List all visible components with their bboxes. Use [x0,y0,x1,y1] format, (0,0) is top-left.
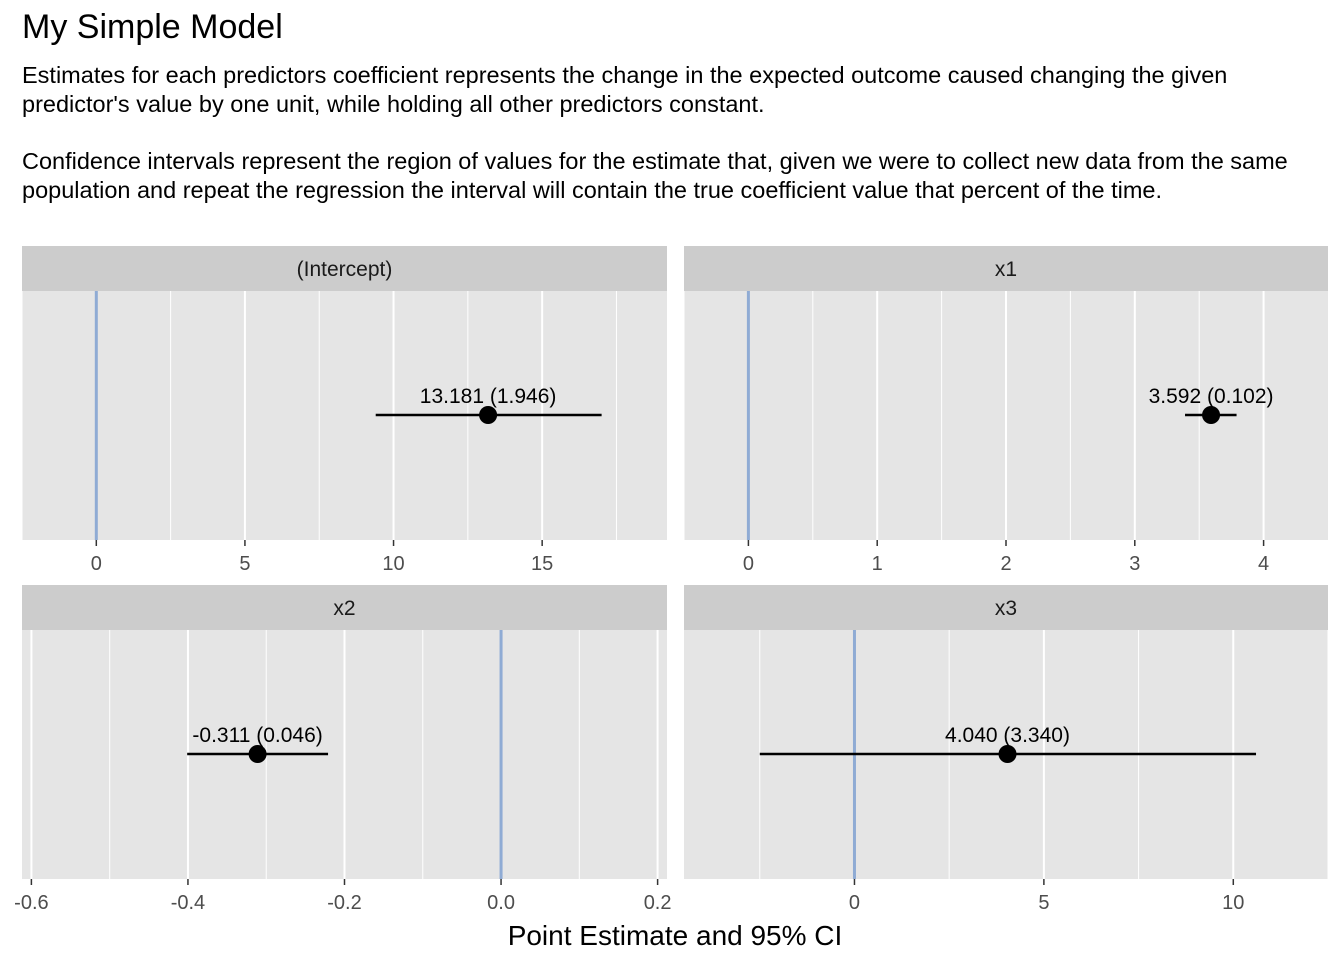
x-tick-label: 3 [1129,553,1140,575]
x-tick-label: 0 [849,892,860,914]
x-tick-label: -0.2 [327,892,361,914]
x-tick-label: 0 [743,553,754,575]
facet-strip-label: (Intercept) [297,258,393,281]
facet-panel-0: (Intercept) 13.181 (1.946) 0 5 10 15 [21,246,667,575]
x-tick-label: 5 [239,553,250,575]
point-estimate [248,745,267,763]
estimate-label: 3.592 (0.102) [1149,385,1274,408]
x-tick-label: 2 [1000,553,1011,575]
subtitle-paragraph-1: Estimates for each predictors coefficien… [22,62,1228,117]
facet-panel-2: x2 -0.311 (0.046) -0.6 -0.4 -0.2 0.0 0.2 [14,585,672,914]
x-axis-label: Point Estimate and 95% CI [508,920,843,951]
point-estimate [479,406,498,424]
facet-panel-1: x1 3.592 (0.102) 0 1 2 3 4 [683,246,1328,575]
chart-title: My Simple Model [22,8,283,46]
x-tick-label: 0.0 [487,892,515,914]
x-tick-label: 0.2 [644,892,672,914]
facet-strip-label: x1 [995,258,1017,281]
x-tick-label: 4 [1258,553,1269,575]
x-tick-label: -0.6 [14,892,48,914]
facet-strip [22,585,667,630]
x-tick-label: 5 [1038,892,1049,914]
x-tick-label: 15 [531,553,553,575]
x-tick-label: -0.4 [171,892,205,914]
facet-strip-label: x3 [995,597,1017,620]
estimate-label: 4.040 (3.340) [945,724,1070,747]
facet-strip [22,246,667,291]
x-tick-label: 10 [1222,892,1244,914]
subtitle-paragraph-2: Confidence intervals represent the regio… [22,148,1288,203]
facet-strip [684,246,1328,291]
estimate-label: -0.311 (0.046) [192,724,322,747]
facet-strip-label: x2 [333,597,355,620]
estimate-label: 13.181 (1.946) [420,385,557,408]
point-estimate [1202,406,1221,424]
facet-strip [684,585,1328,630]
point-estimate [998,745,1017,763]
x-tick-label: 10 [382,553,404,575]
x-tick-label: 0 [91,553,102,575]
x-tick-label: 1 [872,553,883,575]
facet-panel-3: x3 4.040 (3.340) 0 5 10 [684,585,1329,914]
